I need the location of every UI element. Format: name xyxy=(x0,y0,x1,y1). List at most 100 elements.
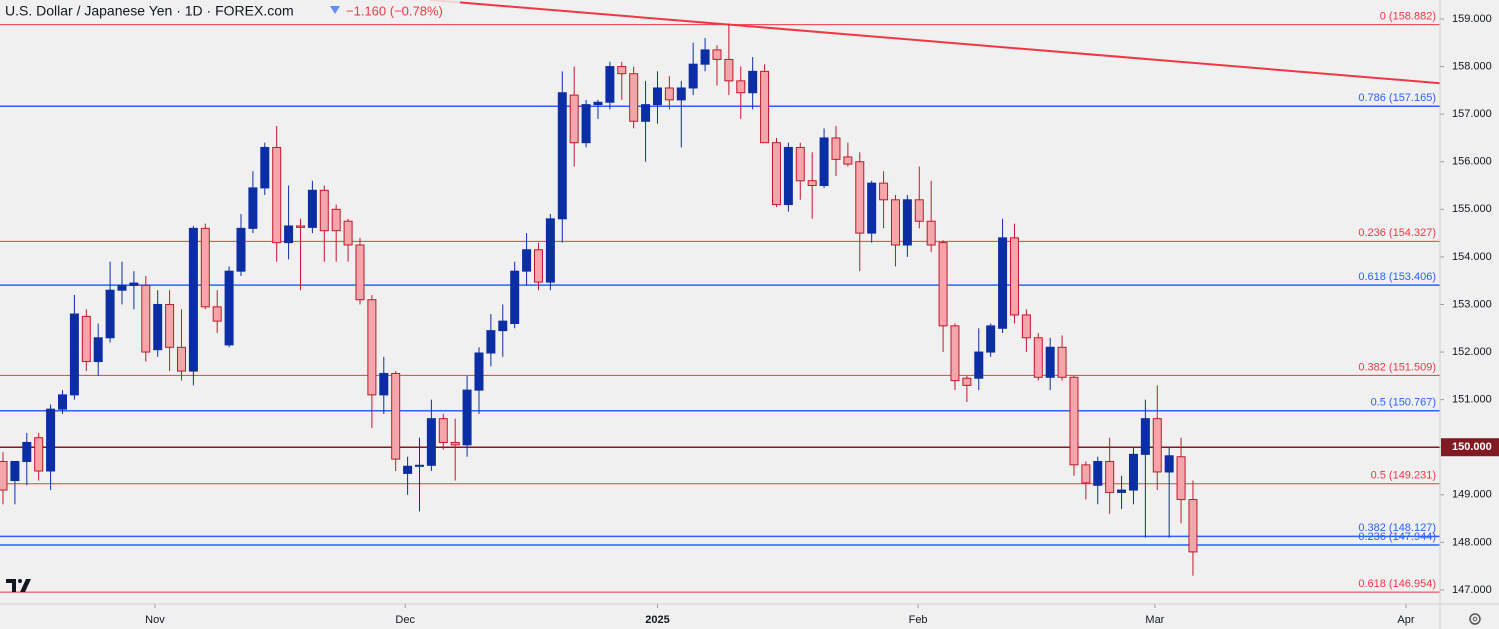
candle-body xyxy=(57,394,67,410)
candle-body xyxy=(998,237,1008,329)
y-tick-label: 153.000 xyxy=(1452,298,1492,310)
y-tick-label: 157.000 xyxy=(1452,108,1492,120)
fib-label: 0.236 (147.944) xyxy=(1358,531,1436,543)
candle-body xyxy=(284,225,294,244)
candle-body xyxy=(819,137,829,187)
x-tick-label: Feb xyxy=(909,614,928,626)
x-tick-label: Nov xyxy=(145,614,165,626)
candle-body xyxy=(510,270,520,325)
candle-body xyxy=(343,220,353,246)
candle-body xyxy=(522,249,532,272)
fib-label: 0.786 (157.165) xyxy=(1358,92,1436,104)
candle-body xyxy=(855,161,865,234)
candle-body xyxy=(1009,237,1019,316)
tv-logo xyxy=(6,579,31,592)
candle-body xyxy=(736,80,746,94)
y-tick-label: 147.000 xyxy=(1452,584,1492,596)
fib-label: 0.382 (148.127) xyxy=(1358,522,1436,534)
candle-body xyxy=(879,182,889,201)
plot: 0 (158.882) 0.786 (157.165) 0.236 (154.327… xyxy=(0,0,1444,608)
candle-body xyxy=(355,244,365,301)
y-tick-label: 155.000 xyxy=(1452,203,1492,215)
candle-body xyxy=(1117,489,1127,493)
candle-body xyxy=(676,87,686,101)
candle-body xyxy=(176,346,186,372)
candle-body xyxy=(1057,346,1067,378)
y-tick-label: 148.000 xyxy=(1452,536,1492,548)
candle-body xyxy=(141,284,151,353)
candle-body xyxy=(426,418,436,466)
candle-body xyxy=(188,227,198,372)
candle-body xyxy=(367,299,377,396)
candle-body xyxy=(248,187,258,229)
trendline xyxy=(430,0,1441,85)
candle-body xyxy=(129,282,139,286)
candle-body xyxy=(950,325,960,382)
candle-body xyxy=(724,58,734,82)
y-tick-label: 149.000 xyxy=(1452,489,1492,501)
candle-body xyxy=(1105,460,1115,493)
fib-label: 0.382 (151.509) xyxy=(1358,361,1436,373)
candle-body xyxy=(641,104,651,122)
candle-body xyxy=(1045,346,1055,378)
y-tick-label: 152.000 xyxy=(1452,346,1492,358)
x-tick-label: 2025 xyxy=(645,614,669,626)
candle-body xyxy=(319,189,329,232)
candle-body xyxy=(331,208,341,232)
candle-body xyxy=(986,325,996,353)
y-tick-label: 156.000 xyxy=(1452,156,1492,168)
candle-body xyxy=(200,227,210,308)
candle-body xyxy=(1188,499,1198,553)
candle-body xyxy=(272,146,282,244)
candle-body xyxy=(843,156,853,165)
candle-body xyxy=(902,199,912,246)
candle-body xyxy=(212,306,222,322)
candle-body xyxy=(1152,418,1162,473)
candle-body xyxy=(771,142,781,206)
candle-body xyxy=(605,66,615,103)
candle-body xyxy=(117,284,127,291)
candle-body xyxy=(890,199,900,246)
x-tick-label: Dec xyxy=(395,614,415,626)
candle-body xyxy=(795,146,805,182)
chart-title: U.S. Dollar / Japanese Yen · 1D · FOREX.… xyxy=(5,3,294,19)
price-marker-box xyxy=(1441,438,1499,457)
header-bg xyxy=(0,0,460,24)
candle-body xyxy=(153,303,163,351)
candle-body xyxy=(93,337,103,363)
candle-body xyxy=(462,389,472,446)
x-tick-label: Apr xyxy=(1397,614,1414,626)
candle-body xyxy=(69,313,79,396)
candle-body xyxy=(307,189,317,228)
candle-body xyxy=(938,242,948,327)
candle-body xyxy=(926,220,936,246)
candle-body xyxy=(0,460,8,491)
settings-icon[interactable] xyxy=(1469,613,1481,625)
candle-body xyxy=(783,146,793,206)
down-icon xyxy=(330,6,340,14)
candle-body xyxy=(593,101,603,106)
fib-label: 0 (158.882) xyxy=(1380,11,1436,23)
candle-body xyxy=(403,465,413,474)
fib-label: 0.5 (149.231) xyxy=(1371,470,1436,482)
candle-body xyxy=(81,315,91,363)
candle-body xyxy=(748,70,758,94)
candle-body xyxy=(914,199,924,222)
y-tick-label: 159.000 xyxy=(1452,13,1492,25)
candle-body xyxy=(1176,456,1186,501)
candle-body xyxy=(295,225,305,228)
fib-label: 0.236 (154.327) xyxy=(1358,227,1436,239)
candle-body xyxy=(414,464,424,467)
candle-body xyxy=(712,49,722,60)
change: −1.160 (−0.78%) xyxy=(346,3,443,18)
candle-body xyxy=(165,303,175,348)
candle-body xyxy=(760,70,770,144)
candle-body xyxy=(807,180,817,187)
y-tick-label: 151.000 xyxy=(1452,394,1492,406)
candle-body xyxy=(498,320,508,332)
candle-body xyxy=(224,270,234,346)
candle-body xyxy=(962,377,972,386)
candle-body xyxy=(1128,453,1138,491)
candle-body xyxy=(1021,314,1031,339)
price-marker-label: 150.000 xyxy=(1452,441,1492,453)
